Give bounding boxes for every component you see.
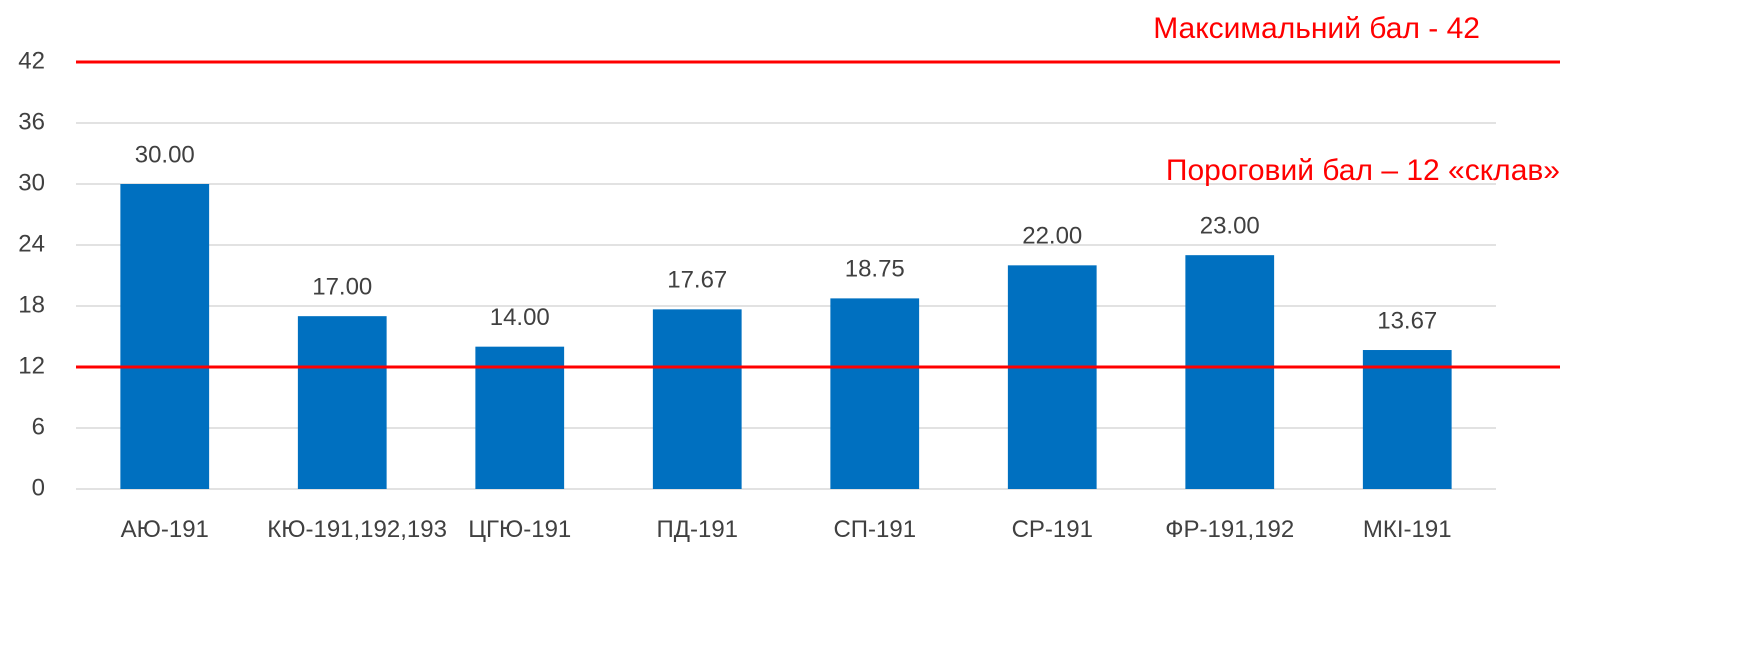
- value-label: 23.00: [1200, 213, 1260, 240]
- x-tick-label: МКІ-191: [1362, 516, 1452, 543]
- x-tick-label: СП-191: [833, 516, 917, 543]
- y-tick-label: 30: [18, 169, 45, 196]
- bar: [1362, 350, 1452, 489]
- x-tick-label: СР-191: [1011, 516, 1093, 543]
- value-label: 30.00: [135, 141, 195, 168]
- x-tick-label: ФР-191,192: [1165, 516, 1295, 543]
- value-label: 17.67: [667, 267, 727, 294]
- value-label: 22.00: [1022, 223, 1082, 250]
- x-tick-label: КЮ-191,192,193: [267, 516, 447, 543]
- y-tick-label: 18: [18, 291, 45, 318]
- value-label: 13.67: [1377, 307, 1437, 334]
- x-tick-label: ЦГЮ-191: [468, 516, 572, 543]
- x-tick-label: ПД-191: [656, 516, 739, 543]
- bar: [830, 298, 920, 489]
- value-label: 18.75: [845, 256, 905, 283]
- bar: [1007, 265, 1097, 489]
- y-tick-label: 6: [32, 413, 45, 440]
- value-label: 14.00: [490, 304, 550, 331]
- bar: [297, 316, 387, 489]
- x-tick-label: АЮ-191: [120, 516, 209, 543]
- value-label: 17.00: [312, 274, 372, 301]
- y-tick-label: 42: [18, 47, 45, 74]
- y-tick-label: 36: [18, 108, 45, 135]
- y-tick-label: 24: [18, 230, 45, 257]
- bar: [1185, 255, 1275, 489]
- bar: [652, 309, 742, 489]
- y-tick-label: 0: [32, 474, 45, 501]
- bar: [475, 346, 565, 489]
- reference-label: Пороговий бал – 12 «склав»: [1166, 154, 1560, 187]
- y-tick-label: 12: [18, 352, 45, 379]
- reference-label: Максимальний бал - 42: [1153, 12, 1480, 45]
- bar: [120, 184, 210, 489]
